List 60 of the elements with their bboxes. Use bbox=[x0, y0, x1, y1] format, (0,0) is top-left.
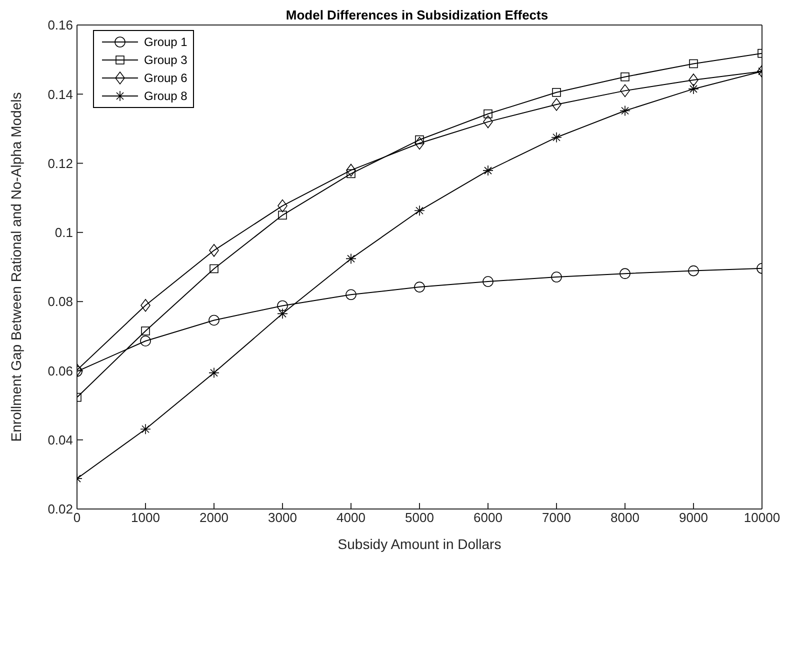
point bbox=[552, 88, 561, 97]
point bbox=[483, 115, 493, 128]
y-tick-label: 0.02 bbox=[48, 502, 73, 517]
point bbox=[414, 282, 425, 292]
legend-label: Group 1 bbox=[144, 35, 188, 49]
x-tick-label: 9000 bbox=[679, 510, 708, 526]
x-axis-title: Subsidy Amount in Dollars bbox=[338, 536, 502, 552]
legend-label: Group 3 bbox=[144, 53, 188, 67]
point bbox=[620, 268, 630, 279]
y-tick-label: 0.08 bbox=[48, 294, 73, 310]
x-tick-label: 6000 bbox=[474, 510, 502, 526]
point bbox=[140, 298, 150, 312]
point bbox=[689, 59, 698, 68]
point bbox=[346, 164, 356, 177]
legend-label: Group 6 bbox=[144, 71, 188, 85]
y-tick-label: 0.16 bbox=[48, 18, 73, 33]
point bbox=[141, 326, 150, 336]
y-tick-label: 0.04 bbox=[48, 432, 73, 448]
point bbox=[208, 314, 220, 326]
y-axis-title: Enrollment Gap Between Rational and No-Alpha Models bbox=[8, 92, 24, 442]
point bbox=[346, 253, 356, 264]
point bbox=[208, 367, 220, 378]
point bbox=[552, 98, 562, 111]
point bbox=[620, 72, 630, 82]
point bbox=[140, 336, 151, 346]
x-tick-label: 8000 bbox=[610, 510, 640, 526]
x-tick-label: 1000 bbox=[131, 510, 160, 526]
y-tick-label: 0.06 bbox=[48, 363, 73, 378]
point bbox=[688, 74, 698, 86]
point bbox=[688, 84, 699, 94]
point bbox=[482, 276, 494, 287]
x-tick-label: 7000 bbox=[542, 510, 571, 526]
point bbox=[277, 300, 288, 312]
point bbox=[209, 244, 219, 257]
point bbox=[551, 272, 562, 282]
point bbox=[482, 165, 494, 176]
x-tick-label: 3000 bbox=[268, 510, 297, 526]
point bbox=[688, 265, 699, 276]
x-tick-label: 4000 bbox=[336, 510, 366, 526]
y-tick-label: 0.1 bbox=[54, 225, 73, 240]
point bbox=[278, 199, 288, 212]
x-tick-label: 5000 bbox=[405, 510, 434, 526]
point bbox=[551, 132, 562, 143]
point bbox=[484, 109, 492, 118]
point bbox=[140, 424, 151, 435]
chart-title: Model Differences in Subsidization Effects bbox=[286, 7, 548, 22]
x-tick-label: 10000 bbox=[744, 510, 780, 526]
point bbox=[620, 105, 630, 116]
point bbox=[414, 205, 425, 216]
legend-label: Group 8 bbox=[144, 89, 188, 103]
point bbox=[346, 289, 356, 300]
point bbox=[278, 210, 287, 220]
x-tick-label: 0 bbox=[73, 510, 81, 526]
y-tick-label: 0.12 bbox=[48, 156, 73, 171]
point bbox=[414, 136, 424, 150]
point bbox=[277, 308, 288, 320]
point bbox=[210, 264, 218, 274]
point bbox=[620, 84, 630, 98]
x-tick-label: 2000 bbox=[200, 510, 228, 526]
y-tick-label: 0.14 bbox=[48, 86, 73, 102]
